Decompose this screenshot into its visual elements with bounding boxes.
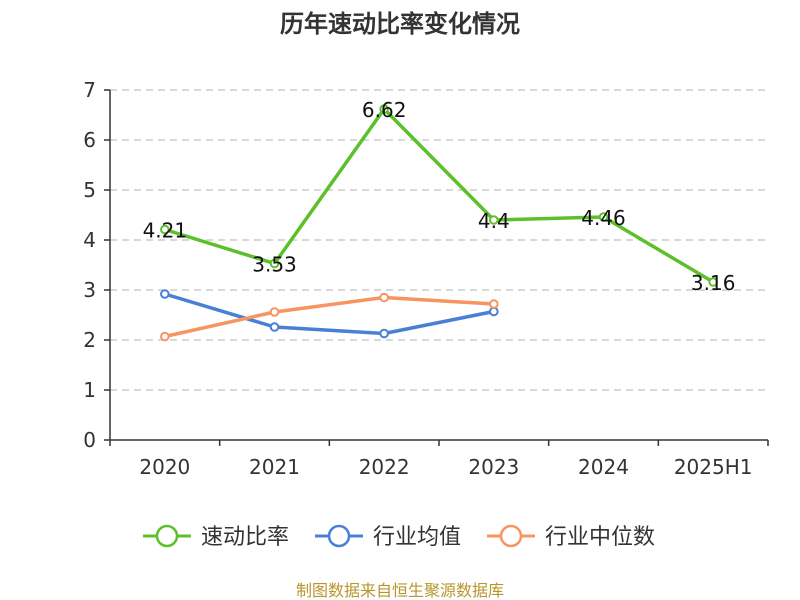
data-point xyxy=(489,299,499,309)
x-axis-ticks: 2020 2021 2022 2023 2024 2025H1 xyxy=(139,455,752,479)
x-tick-label: 2022 xyxy=(359,455,410,479)
legend-item: 行业均值 xyxy=(315,524,461,550)
y-tick-label: 3 xyxy=(83,278,96,302)
data-point xyxy=(160,224,170,235)
y-tick-label: 1 xyxy=(83,378,96,402)
data-label: 4.21 xyxy=(143,219,188,243)
legend-marker xyxy=(499,524,523,548)
y-tick-label: 7 xyxy=(83,78,96,102)
data-point xyxy=(489,215,499,225)
data-label: 6.62 xyxy=(362,98,407,122)
x-tick-label: 2025H1 xyxy=(674,455,753,479)
data-point xyxy=(708,277,718,287)
source-note: 制图数据来自恒生聚源数据库 xyxy=(296,581,504,600)
legend-label: 行业均值 xyxy=(373,525,461,550)
data-point xyxy=(598,212,609,222)
legend-item: 速动比率 xyxy=(143,524,289,550)
y-tick-label: 2 xyxy=(83,328,96,352)
data-point xyxy=(379,292,389,303)
data-point xyxy=(160,331,170,342)
data-label: 4.4 xyxy=(478,209,510,233)
legend-marker xyxy=(155,524,179,548)
legend-label: 速动比率 xyxy=(201,525,289,550)
data-point xyxy=(160,289,170,299)
data-point xyxy=(379,328,389,339)
x-tick-label: 2024 xyxy=(578,455,629,479)
data-labels: 4.21 3.53 6.62 4.4 4.46 3.16 xyxy=(143,98,736,295)
legend-item: 行业中位数 xyxy=(487,524,655,550)
data-label: 3.53 xyxy=(252,253,297,277)
legend-label: 行业中位数 xyxy=(545,525,655,550)
y-tick-label: 0 xyxy=(83,428,96,452)
series-line xyxy=(164,107,715,284)
chart-title: 历年速动比率变化情况 xyxy=(280,10,520,38)
legend-marker xyxy=(327,524,351,548)
x-tick-label: 2020 xyxy=(139,455,190,479)
x-tick-label: 2021 xyxy=(249,455,300,479)
data-point xyxy=(269,258,280,269)
y-tick-label: 4 xyxy=(83,228,96,252)
x-tick-label: 2023 xyxy=(468,455,519,479)
data-point xyxy=(379,104,389,114)
y-axis-ticks: 0 1 2 3 4 5 6 7 xyxy=(83,78,96,452)
series-group xyxy=(160,104,718,342)
y-tick-label: 6 xyxy=(83,128,96,152)
data-point xyxy=(269,307,280,317)
data-point xyxy=(489,306,499,317)
y-tick-label: 5 xyxy=(83,178,96,202)
axes xyxy=(104,89,769,446)
series-line xyxy=(164,295,494,339)
data-point xyxy=(269,322,280,332)
series-line xyxy=(164,292,495,336)
legend: 速动比率 行业均值 行业中位数 xyxy=(143,524,655,550)
data-label: 4.46 xyxy=(581,206,626,230)
data-label: 3.16 xyxy=(691,271,736,295)
grid-lines xyxy=(110,89,768,391)
